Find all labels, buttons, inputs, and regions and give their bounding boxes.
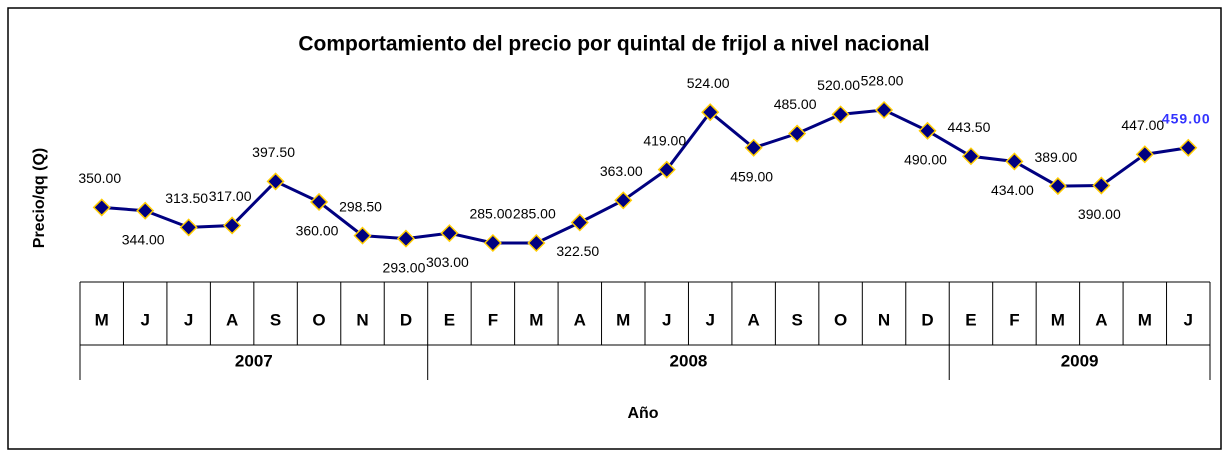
data-marker [92, 198, 111, 217]
data-label: 459.00 [730, 168, 773, 184]
x-tick-label: M [529, 310, 543, 329]
data-marker [223, 216, 242, 235]
x-tick-label: A [748, 310, 760, 329]
data-marker [136, 201, 155, 220]
x-tick-label: S [791, 310, 802, 329]
data-marker [353, 226, 372, 245]
data-marker [440, 224, 459, 243]
data-label: 447.00 [1121, 117, 1164, 133]
data-label: 344.00 [122, 231, 165, 247]
data-label: 298.50 [339, 198, 382, 214]
x-tick-label: N [878, 310, 890, 329]
data-label: 303.00 [426, 254, 469, 270]
data-marker [744, 138, 763, 157]
data-label: 322.50 [556, 243, 599, 259]
x-tick-label: A [1095, 310, 1107, 329]
data-label: 350.00 [78, 170, 121, 186]
data-marker [614, 191, 633, 210]
data-label: 419.00 [643, 132, 686, 148]
data-label: 285.00 [469, 206, 512, 222]
data-label: 397.50 [252, 144, 295, 160]
x-tick-label: F [1009, 310, 1019, 329]
data-label: 389.00 [1034, 149, 1077, 165]
x-tick-label: O [312, 310, 325, 329]
x-tick-label: O [834, 310, 847, 329]
data-marker [918, 121, 937, 140]
x-tick-label: M [1138, 310, 1152, 329]
data-label: 363.00 [600, 163, 643, 179]
data-marker [1005, 152, 1024, 171]
x-tick-label: D [400, 310, 412, 329]
x-tick-label: J [662, 310, 671, 329]
data-marker [1048, 177, 1067, 196]
data-marker [657, 160, 676, 179]
x-tick-label: E [965, 310, 976, 329]
data-label: 443.50 [948, 119, 991, 135]
data-marker [961, 147, 981, 166]
data-label: 434.00 [991, 182, 1034, 198]
data-marker [701, 103, 720, 122]
x-tick-label: M [616, 310, 630, 329]
data-label: 360.00 [296, 223, 339, 239]
x-tick-label: J [705, 310, 714, 329]
x-tick-label: M [95, 310, 109, 329]
data-marker [831, 105, 850, 124]
x-tick-label: A [226, 310, 238, 329]
data-marker [570, 213, 589, 232]
x-tick-label: N [356, 310, 368, 329]
y-axis-label: Precio/qq (Q) [31, 148, 48, 248]
data-label: 293.00 [383, 259, 426, 275]
x-axis-label: Año [627, 405, 658, 422]
data-marker [874, 100, 894, 120]
data-label: 313.50 [165, 190, 208, 206]
data-marker [309, 192, 329, 212]
x-tick-label: E [444, 310, 455, 329]
data-marker [266, 172, 285, 191]
data-label: 390.00 [1078, 206, 1121, 222]
data-marker [1092, 176, 1111, 195]
data-marker [396, 229, 416, 248]
chart-title: Comportamiento del precio por quintal de… [298, 33, 929, 56]
data-label: 317.00 [209, 188, 252, 204]
data-label: 490.00 [904, 152, 947, 168]
x-tick-label: F [488, 310, 498, 329]
data-label: 459.00 [1162, 110, 1211, 126]
year-label: 2009 [1061, 351, 1099, 370]
data-label: 285.00 [513, 206, 556, 222]
x-tick-label: J [1184, 310, 1193, 329]
data-label: 485.00 [774, 96, 817, 112]
data-label: 528.00 [861, 73, 904, 89]
x-tick-label: S [270, 310, 281, 329]
frame [7, 7, 1222, 450]
data-marker [788, 124, 807, 143]
year-label: 2007 [235, 351, 273, 370]
x-tick-label: J [140, 310, 149, 329]
data-marker [483, 233, 502, 253]
x-tick-label: J [184, 310, 193, 329]
x-tick-label: M [1051, 310, 1065, 329]
x-tick-label: D [921, 310, 933, 329]
data-marker [527, 233, 546, 253]
data-marker [1179, 138, 1198, 157]
data-label: 524.00 [687, 75, 730, 91]
data-label: 520.00 [817, 77, 860, 93]
x-tick-label: A [574, 310, 586, 329]
data-marker [1135, 145, 1154, 164]
data-marker [179, 218, 198, 237]
year-label: 2008 [670, 351, 708, 370]
